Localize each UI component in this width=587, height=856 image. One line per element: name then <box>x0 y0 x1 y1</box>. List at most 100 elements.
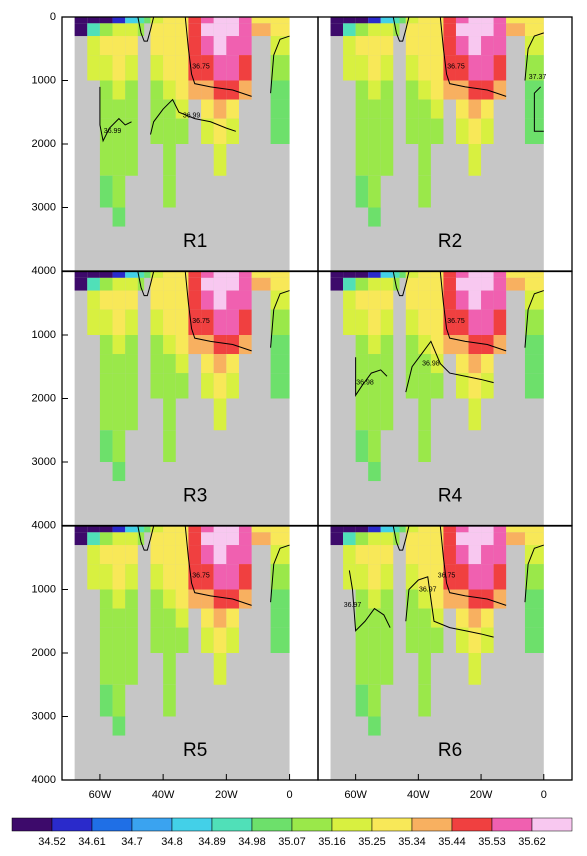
salinity-cell <box>368 684 381 717</box>
salinity-cell <box>213 271 227 278</box>
y-tick-label: 3000 <box>32 201 56 213</box>
salinity-cell <box>137 23 145 37</box>
salinity-cell <box>125 398 138 431</box>
contour-line <box>392 16 410 42</box>
contour-line <box>439 525 507 606</box>
salinity-cell <box>418 290 431 310</box>
salinity-cell <box>368 80 381 100</box>
salinity-cell <box>163 684 176 717</box>
salinity-cell <box>380 23 394 37</box>
salinity-cell <box>506 23 525 37</box>
salinity-cell <box>226 23 239 37</box>
salinity-cell <box>125 277 138 291</box>
salinity-cell <box>238 335 252 355</box>
salinity-cell <box>74 277 88 291</box>
salinity-cell <box>163 532 176 546</box>
salinity-cell <box>188 271 202 278</box>
salinity-cell <box>493 589 507 609</box>
salinity-cell <box>355 118 369 144</box>
salinity-cell <box>213 335 227 355</box>
salinity-cell <box>213 627 227 653</box>
panel-label: R4 <box>438 486 463 507</box>
salinity-cell <box>524 309 544 335</box>
contour-line <box>524 544 544 603</box>
salinity-cell <box>125 99 138 119</box>
salinity-cell <box>468 55 482 81</box>
salinity-cell <box>150 564 164 590</box>
salinity-cell <box>343 545 356 565</box>
salinity-cell <box>112 207 126 227</box>
salinity-cell <box>201 564 214 590</box>
salinity-cell <box>368 99 381 119</box>
salinity-cell <box>493 17 507 24</box>
salinity-cell <box>74 271 88 278</box>
salinity-cell <box>493 80 507 100</box>
salinity-cell <box>112 608 126 628</box>
salinity-cell <box>112 532 126 546</box>
salinity-cell <box>493 532 507 546</box>
salinity-cell <box>493 271 507 278</box>
salinity-cell <box>125 55 138 81</box>
salinity-cell <box>112 716 126 736</box>
salinity-cell <box>87 271 100 278</box>
salinity-cell <box>368 118 381 144</box>
salinity-cell <box>343 564 356 590</box>
contour-label: 36.99 <box>183 112 201 119</box>
salinity-cell <box>355 175 369 208</box>
salinity-cell <box>112 335 126 355</box>
salinity-cell <box>343 526 356 533</box>
salinity-cell <box>481 608 494 628</box>
salinity-cell <box>524 532 544 546</box>
salinity-cell <box>163 398 176 431</box>
contour-line <box>405 340 494 393</box>
salinity-cell <box>99 532 113 546</box>
salinity-cell <box>112 80 126 100</box>
salinity-cell <box>238 80 252 100</box>
salinity-cell <box>524 589 544 609</box>
contour-line <box>137 16 155 42</box>
x-tick-label: 20W <box>470 789 493 801</box>
salinity-cell <box>201 55 214 81</box>
salinity-cell <box>368 545 381 565</box>
salinity-cell <box>188 532 202 546</box>
y-tick-label: 4000 <box>32 774 56 786</box>
salinity-cell <box>455 118 469 144</box>
salinity-cell <box>468 545 482 565</box>
salinity-cell <box>226 526 239 533</box>
contour-line <box>524 32 544 81</box>
salinity-cell <box>443 545 456 565</box>
salinity-cell <box>175 589 189 609</box>
salinity-cell <box>443 290 456 310</box>
salinity-cell <box>524 564 544 590</box>
salinity-cell <box>524 608 544 628</box>
salinity-cell <box>343 271 356 278</box>
salinity-cell <box>380 277 394 291</box>
contour-line <box>270 35 290 94</box>
salinity-cell <box>188 36 202 56</box>
salinity-cell <box>418 653 431 685</box>
salinity-cell <box>144 17 151 24</box>
salinity-cell <box>524 80 544 100</box>
salinity-cell <box>213 354 227 374</box>
salinity-cell <box>238 526 252 533</box>
salinity-cell <box>99 335 113 355</box>
salinity-cell <box>455 290 469 310</box>
salinity-cell <box>368 373 381 399</box>
salinity-cell <box>99 118 113 144</box>
salinity-cell <box>226 545 239 565</box>
salinity-cell <box>213 564 227 590</box>
salinity-cell <box>112 277 126 291</box>
panel-label: R3 <box>183 486 207 507</box>
y-tick-label: 1000 <box>32 329 56 341</box>
salinity-cell <box>99 36 113 56</box>
salinity-cell <box>393 532 400 546</box>
salinity-cell <box>368 36 381 56</box>
salinity-cell <box>468 335 482 355</box>
salinity-cell <box>368 430 381 462</box>
salinity-cell <box>380 99 394 119</box>
salinity-cell <box>175 532 189 546</box>
contour-label: 37.37 <box>529 74 547 81</box>
salinity-cell <box>393 17 400 24</box>
salinity-cell <box>455 277 469 291</box>
salinity-cell <box>468 144 482 176</box>
